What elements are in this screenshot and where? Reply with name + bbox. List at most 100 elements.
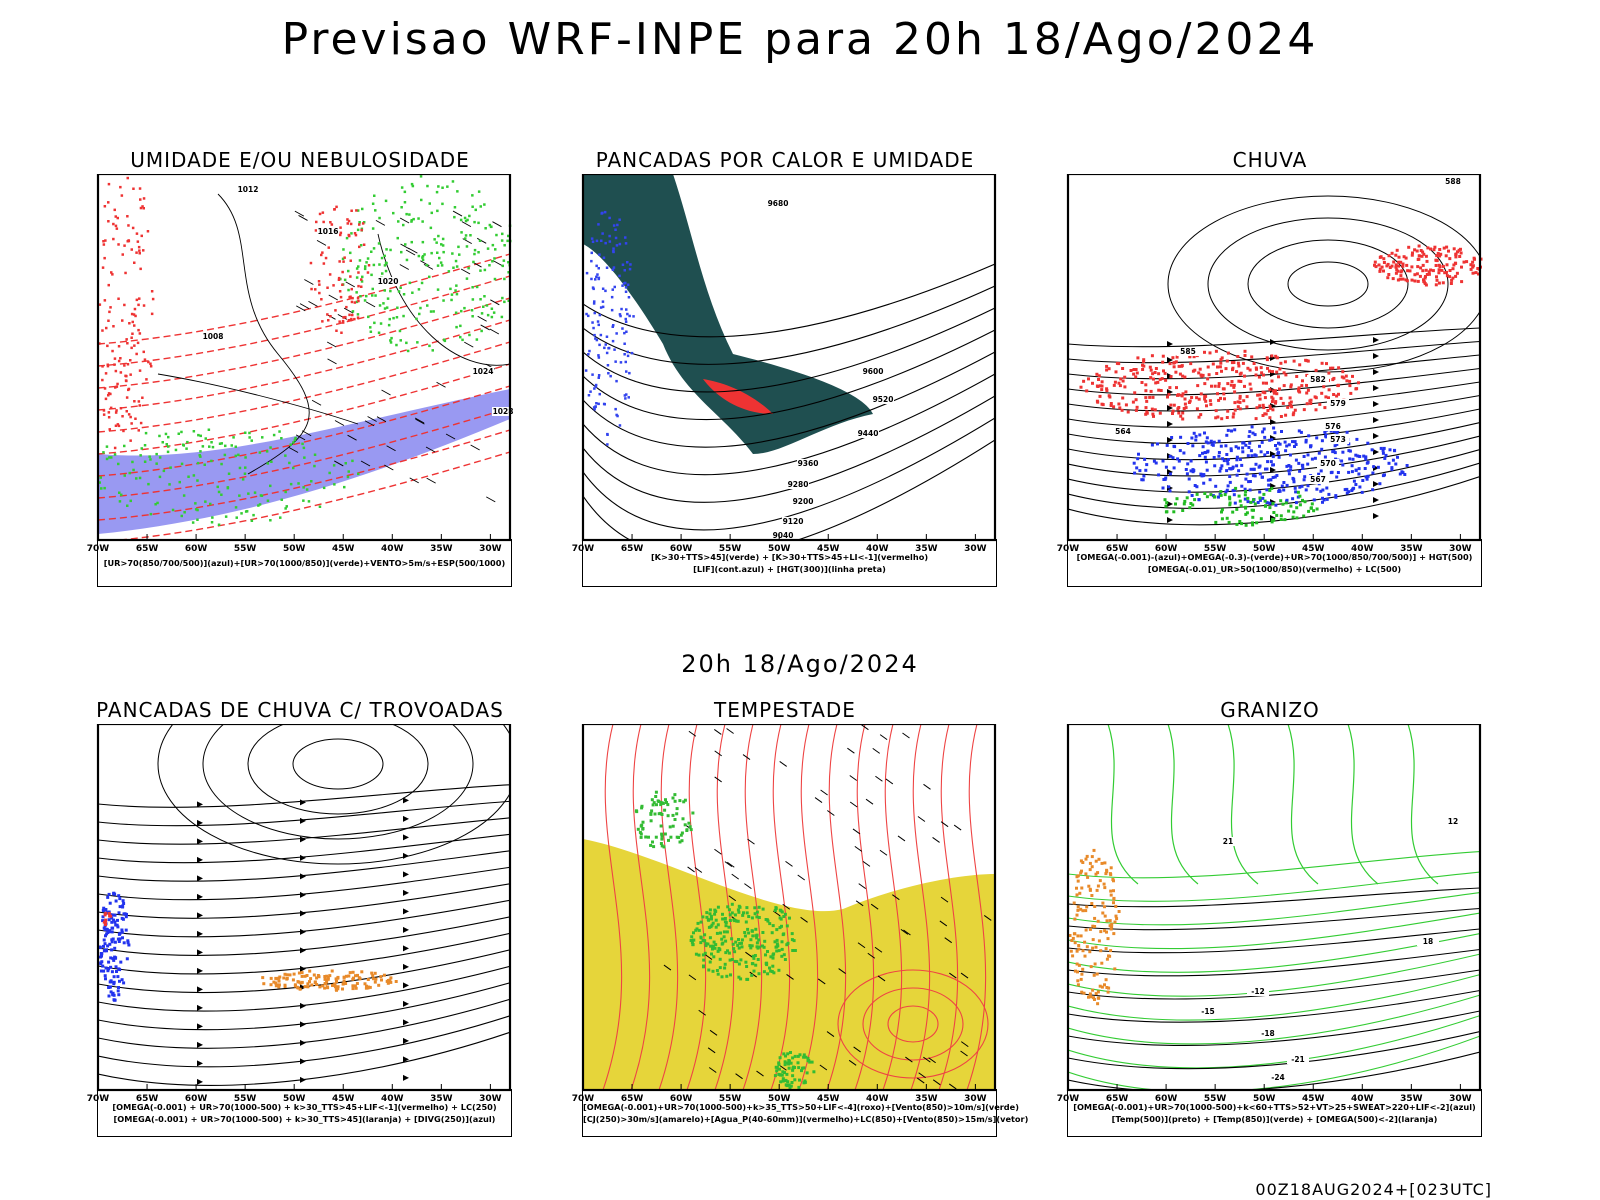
- rain-blue-dot: [1251, 431, 1255, 435]
- rain-blue-dot: [1233, 488, 1237, 492]
- red-humidity-north-dot: [327, 319, 330, 322]
- omega-orange-dot: [1090, 894, 1094, 897]
- green-humidity-south-dot: [284, 490, 287, 494]
- lon-tick-label: 50W: [1253, 1094, 1276, 1104]
- wind-850-green-n-dot: [683, 823, 687, 827]
- wind-vector: [917, 816, 926, 822]
- lifted-index-blue-dot: [601, 232, 604, 235]
- lifted-index-blue-dot: [599, 333, 603, 337]
- streamline-arrow: [300, 836, 306, 843]
- omega-orange-dot: [1108, 919, 1112, 923]
- wind-850-green-dot: [722, 935, 726, 939]
- streamlines-250-line: [98, 883, 510, 919]
- wind-850-green-dot: [730, 902, 734, 906]
- green-humidity-dot: [464, 234, 468, 237]
- wind-vector: [870, 903, 879, 910]
- rain-red-ne-dot: [1469, 267, 1473, 271]
- wind-vector: [476, 237, 487, 244]
- rain-blue-dot: [1192, 431, 1196, 435]
- rain-blue-dot: [1266, 478, 1270, 482]
- rain-blue-dot: [1258, 490, 1262, 494]
- green-humidity-south-dot: [158, 456, 162, 459]
- rain-red-dot: [1156, 380, 1160, 384]
- red-humidity-north-dot: [341, 319, 345, 323]
- green-humidity-south-dot: [131, 460, 134, 464]
- rain-blue-dot: [1243, 497, 1247, 501]
- rain-red-dot: [1203, 350, 1206, 354]
- lifted-index-blue-dot: [626, 283, 630, 286]
- rain-red-dot: [1238, 394, 1242, 398]
- red-humidity-west-dot: [137, 245, 141, 249]
- rain-red-dot: [1277, 375, 1280, 379]
- omega-orange-dot: [1077, 963, 1081, 967]
- main-title: Previsao WRF-INPE para 20h 18/Ago/2024: [281, 14, 1319, 65]
- rain-blue-dot: [1163, 477, 1167, 481]
- green-humidity-south-dot: [143, 444, 147, 447]
- lifted-index-blue-dot: [597, 376, 600, 379]
- lifted-index-blue-dot: [632, 315, 635, 318]
- red-humidity-north-dot: [362, 243, 366, 246]
- wind-vector: [872, 747, 881, 754]
- rain-red-dot: [1193, 368, 1197, 372]
- wind-850-green-dot: [721, 941, 725, 945]
- thunder-red: [102, 911, 113, 927]
- thunder-orange-dot: [300, 971, 304, 975]
- red-humidity-west-dot: [111, 273, 114, 276]
- lon-tick-label: 60W: [185, 544, 208, 554]
- thunder-orange-dot: [275, 983, 279, 987]
- rain-red-dot: [1329, 366, 1332, 370]
- rain-blue-dot: [1243, 487, 1247, 491]
- green-humidity-south-dot: [234, 506, 238, 509]
- streamline: [966, 724, 987, 1090]
- rain-red-dot: [1239, 371, 1243, 375]
- wind-850-green-n-dot: [659, 811, 663, 815]
- rain-red-ne-dot: [1395, 268, 1399, 272]
- rain-red-ne-dot: [1435, 258, 1438, 262]
- wind-vector: [490, 299, 500, 306]
- wind-850-green-n-dot: [667, 838, 670, 842]
- rain-red-dot: [1199, 373, 1203, 377]
- contour-label: 1028: [493, 407, 514, 416]
- divergence-blue-dot: [102, 969, 106, 973]
- divergence-blue-dot: [113, 956, 117, 960]
- rain-red-dot: [1254, 373, 1258, 377]
- wind-850-green-s-dot: [812, 1070, 816, 1074]
- green-humidity-dot: [392, 316, 395, 320]
- green-humidity-south-dot: [180, 430, 183, 434]
- green-humidity-dot: [365, 261, 368, 264]
- height-500-line: [1068, 394, 1480, 428]
- wind-850-green-s-dot: [783, 1078, 787, 1082]
- rain-blue-dot: [1371, 488, 1375, 492]
- red-humidity-west: [98, 176, 155, 450]
- divergence-blue-dot: [124, 928, 128, 932]
- red-humidity-west-dot: [132, 313, 136, 316]
- rain-green-dot: [1228, 501, 1232, 505]
- lon-tick-label: 55W: [719, 1094, 742, 1104]
- rain-blue-dot: [1287, 469, 1291, 473]
- rain-blue-dot: [1247, 434, 1251, 438]
- divergence-blue-dot: [114, 899, 118, 903]
- wind-vector: [779, 761, 787, 767]
- omega-orange-dot: [1110, 922, 1114, 926]
- rain-red-dot: [1091, 381, 1094, 385]
- green-humidity-dot: [371, 294, 374, 297]
- legend-line: [Temp(500)](preto) + [Temp(850)](verde) …: [1111, 1114, 1438, 1124]
- temp-500-black-line: [1068, 1030, 1480, 1070]
- rain-red-ne-dot: [1399, 270, 1403, 274]
- red-humidity-west-dot: [138, 297, 141, 300]
- red-humidity-north-dot: [338, 320, 341, 323]
- green-humidity-dot: [454, 289, 457, 292]
- omega-orange-dot: [1091, 988, 1095, 992]
- green-humidity-south-dot: [234, 454, 237, 458]
- rain-red-dot: [1230, 380, 1234, 383]
- rain-red-dot: [1220, 356, 1224, 360]
- green-humidity-south-dot: [208, 445, 211, 448]
- rain-blue-dot: [1218, 469, 1222, 473]
- rain-blue-dot: [1357, 472, 1361, 476]
- green-humidity-dot: [403, 201, 407, 204]
- red-humidity-west-dot: [139, 198, 142, 201]
- wind-vector: [923, 1056, 931, 1063]
- lifted-index-blue-dot: [626, 312, 629, 316]
- omega-orange-dot: [1106, 937, 1110, 941]
- rain-green-dot: [1283, 518, 1287, 522]
